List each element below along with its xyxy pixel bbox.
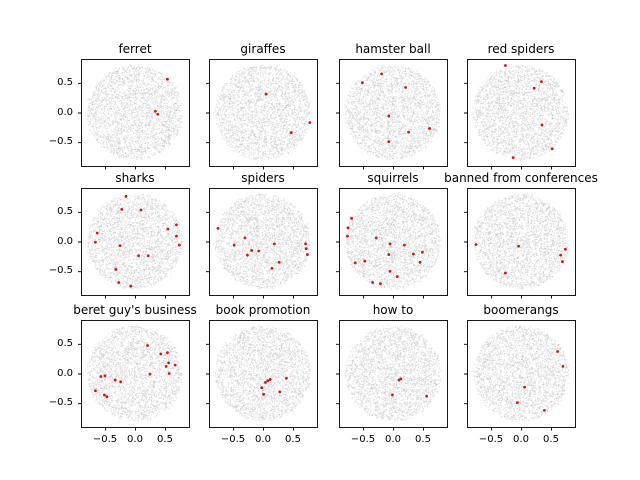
subplot-canvas: [75, 57, 191, 172]
subplot-title: boomerangs: [483, 303, 559, 317]
y-tick-label: 0.0: [57, 106, 73, 118]
subplot-canvas: [461, 186, 577, 301]
y-tick-label: −0.5: [48, 136, 73, 148]
subplot-canvas: [461, 318, 577, 433]
y-tick-label: 0.5: [57, 205, 73, 217]
x-tick-label: −0.5: [92, 434, 118, 445]
subplot-title: giraffes: [240, 42, 286, 56]
subplot-title: beret guy's business: [73, 303, 197, 317]
y-tick-label: −0.5: [48, 265, 73, 277]
subplot-canvas: [203, 318, 319, 433]
subplot-title: how to: [372, 303, 414, 317]
subplot-canvas: [333, 318, 449, 433]
subplot-title: red spiders: [487, 42, 555, 56]
x-tick-label: 0.5: [543, 434, 559, 445]
x-tick-label: 0.0: [513, 434, 529, 445]
x-tick-label: 0.5: [157, 434, 173, 445]
subplot-canvas: [203, 57, 319, 172]
subplot-title: banned from conferences: [444, 171, 598, 185]
subplot-title: ferret: [118, 42, 152, 56]
subplot-canvas: [203, 186, 319, 301]
subplot-title: hamster ball: [355, 42, 431, 56]
subplot-title: squirrels: [367, 171, 419, 185]
subplot-canvas: [75, 186, 191, 301]
x-tick-label: 0.5: [415, 434, 431, 445]
x-tick-label: 0.0: [385, 434, 401, 445]
y-tick-label: −0.5: [48, 397, 73, 409]
x-tick-label: −0.5: [350, 434, 376, 445]
y-tick-label: 0.0: [57, 367, 73, 379]
subplot-title: book promotion: [215, 303, 311, 317]
subplot-canvas: [333, 57, 449, 172]
x-tick-label: 0.0: [255, 434, 271, 445]
subplot-title: spiders: [241, 171, 285, 185]
subplot-title: sharks: [115, 171, 155, 185]
subplot-canvas: [75, 318, 191, 433]
y-tick-label: 0.0: [57, 235, 73, 247]
subplot-canvas: [333, 186, 449, 301]
x-tick-label: −0.5: [478, 434, 504, 445]
subplot-canvas: [461, 57, 577, 172]
y-tick-label: 0.5: [57, 337, 73, 349]
y-tick-label: 0.5: [57, 76, 73, 88]
x-tick-label: −0.5: [220, 434, 246, 445]
x-tick-label: 0.5: [285, 434, 301, 445]
x-tick-label: 0.0: [127, 434, 143, 445]
